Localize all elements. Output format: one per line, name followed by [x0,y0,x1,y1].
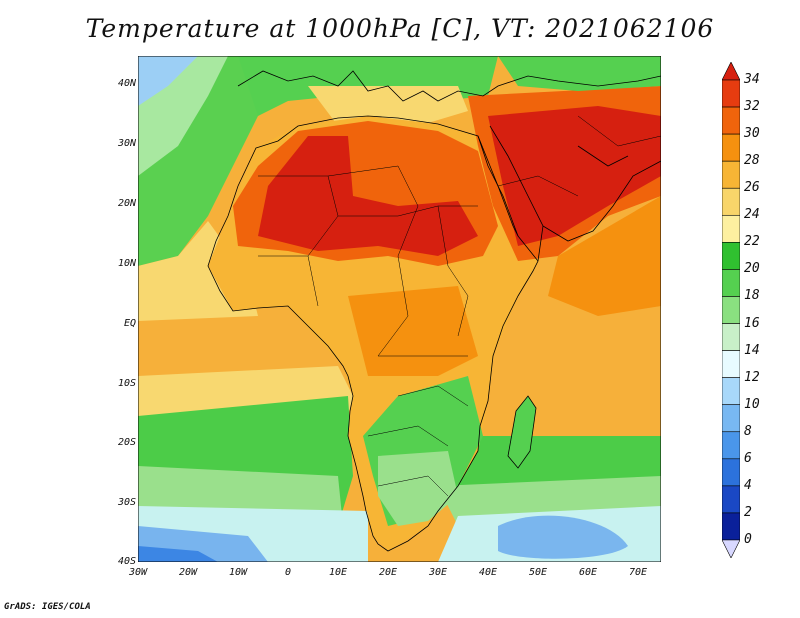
colorbar [722,62,740,558]
lon-label: 40E [478,567,498,578]
lat-label: 40S [117,556,136,567]
lon-label: 60E [578,567,598,578]
europe-coast [237,70,661,102]
colorbar-swatch [722,133,740,162]
country-borders [258,115,661,497]
colorbar-label: 24 [744,207,760,223]
lat-label: 10S [117,378,136,389]
central-africa-orange [348,286,478,376]
colorbar-swatch [722,187,740,216]
colorbar-label: 32 [744,99,760,115]
colorbar-swatch [722,431,740,460]
lon-label: 10W [228,567,248,578]
lat-label: 30S [117,497,136,508]
lon-label: 30W [128,567,148,578]
colorbar-bottom-arrow [722,539,740,558]
colorbar-top-arrow [722,62,740,81]
colorbar-label: 18 [744,288,760,304]
grads-credit: GrADS: IGES/COLA [4,602,91,612]
arabian-sea-orange [548,196,661,316]
lon-label: 20E [378,567,398,578]
colorbar-swatch [722,377,740,406]
colorbar-label: 0 [744,532,752,547]
temperature-map [138,56,661,562]
colorbar-swatch [722,350,740,378]
africa-coastline [207,115,539,552]
colorbar-swatch [722,79,740,108]
lon-label: 0 [284,567,292,578]
colorbar-swatch [722,296,740,324]
lon-label: 70E [628,567,648,578]
asia-green [498,56,661,91]
colorbar-label: 10 [744,396,760,412]
lat-label: 20S [117,437,136,448]
colorbar-swatch [722,106,740,135]
lat-label: 30N [117,138,136,149]
colorbar-label: 34 [744,72,760,87]
north-atlantic-blue [138,56,198,106]
colorbar-label: 6 [744,450,752,466]
colorbar-swatch [722,160,740,189]
colorbar-label: 2 [744,504,752,520]
colorbar-swatch [722,242,740,270]
lat-label: 40N [117,78,136,89]
madagascar [507,395,537,469]
arabia-core [488,106,661,246]
lat-label: 20N [117,198,136,209]
colorbar-swatch [722,269,740,297]
colorbar-swatch [722,214,740,243]
red-sea-coast [477,125,544,262]
mediterranean-yellow [308,86,468,126]
colorbar-label: 20 [744,261,760,277]
sahara-core [258,136,478,256]
colorbar-swatch [722,323,740,351]
colorbar-label: 30 [744,126,760,142]
indian-ocean-blue [498,515,628,559]
indian-ocean-green [428,436,661,486]
southern-africa-lightgreen [378,451,458,526]
lat-label: EQ [123,318,136,329]
colorbar-swatch [722,404,740,433]
chart-title: Temperature at 1000hPa [C], VT: 20210621… [85,14,715,43]
lon-label: 30E [428,567,448,578]
colorbar-swatch [722,485,740,514]
colorbar-label: 12 [744,369,760,385]
colorbar-label: 16 [744,315,760,331]
colorbar-label: 4 [744,477,752,493]
colorbar-label: 26 [744,180,760,196]
lat-label: 10N [117,258,136,269]
lon-label: 10E [328,567,348,578]
arabia-coast [542,145,661,242]
colorbar-label: 22 [744,234,760,250]
south-atlantic-deepblue [138,546,218,562]
colorbar-swatch [722,458,740,487]
colorbar-label: 28 [744,153,760,169]
colorbar-swatch [722,512,740,541]
colorbar-label: 8 [744,423,752,439]
lon-label: 20W [178,567,198,578]
colorbar-label: 14 [744,342,760,358]
lon-label: 50E [528,567,548,578]
